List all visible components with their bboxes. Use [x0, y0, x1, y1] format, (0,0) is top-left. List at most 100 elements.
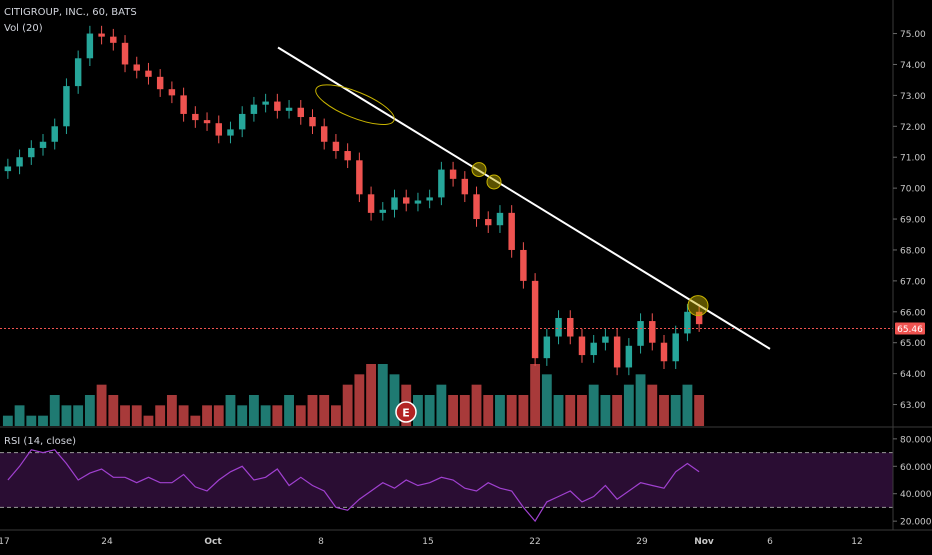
rsi-band: [0, 452, 893, 508]
highlight-circle[interactable]: [687, 295, 709, 317]
price-tick-label: 64.00: [900, 370, 926, 380]
candle-body: [695, 311, 703, 325]
price-tick-label: 69.00: [900, 216, 926, 226]
candle-body: [39, 141, 47, 148]
volume-bar: [38, 415, 48, 426]
volume-bar: [260, 405, 271, 426]
price-axis[interactable]: 75.00 74.00 73.00 72.00 71.00 70.00 69.00 68.00…: [892, 0, 932, 530]
volume-bar: [612, 395, 623, 426]
candle-body: [320, 126, 328, 142]
candle-body: [496, 212, 504, 226]
current-price-text: 65.46: [897, 325, 923, 335]
volume-bar: [483, 395, 494, 426]
time-axis-ticks: 17 24 Oct 8 15 22 29 Nov 6 12: [0, 537, 863, 547]
volume-bar: [530, 364, 541, 426]
highlight-circle[interactable]: [471, 162, 487, 178]
volume-bar: [202, 405, 212, 426]
volume-bar: [577, 395, 587, 426]
volume-bar: [143, 415, 154, 426]
candle-body: [625, 345, 633, 368]
volume-bar: [413, 395, 423, 426]
candle-body: [192, 113, 199, 121]
candle-body: [180, 95, 187, 114]
volume-bar: [248, 395, 259, 426]
volume-bar: [623, 384, 634, 426]
candle-body: [74, 58, 82, 87]
candle-body: [4, 166, 12, 172]
earnings-badge[interactable]: [395, 401, 417, 423]
candle-body: [16, 157, 23, 167]
candle-body: [590, 342, 597, 356]
volume-bar: [342, 384, 353, 426]
volume-bar: [73, 405, 84, 426]
trendline[interactable]: [277, 46, 771, 350]
candle-body: [250, 104, 258, 114]
volume-bar: [459, 395, 470, 426]
volume-bar: [272, 405, 283, 426]
volume-bar: [694, 395, 705, 426]
candle-body: [168, 89, 176, 96]
volume-bar: [49, 395, 60, 426]
price-tick-label: 66.00: [900, 308, 926, 318]
volume-bar: [284, 395, 294, 426]
earnings-letter: E: [402, 407, 410, 420]
time-tick-label: 12: [851, 537, 862, 547]
price-pane[interactable]: E CITIGROUP, INC., 60, BATS Vol (20): [0, 7, 893, 426]
highlight-ellipse[interactable]: [311, 77, 399, 133]
volume-bar: [436, 384, 447, 426]
rsi-pane[interactable]: RSI (14, close): [0, 436, 893, 523]
volume-bar: [541, 374, 552, 426]
candle-body: [215, 123, 222, 136]
volume-bar: [96, 384, 107, 426]
candle-body: [508, 212, 515, 250]
candle-body: [379, 209, 387, 213]
volume-bar: [295, 405, 306, 426]
volume-bar: [2, 415, 13, 426]
volume-bar: [635, 374, 646, 426]
time-tick-label: 6: [767, 537, 773, 547]
volume-bar: [389, 374, 400, 426]
candle-body: [297, 107, 304, 118]
price-tick-label: 75.00: [900, 30, 926, 40]
volume-bar: [670, 395, 681, 426]
highlight-circle[interactable]: [486, 174, 502, 190]
candle-body: [461, 178, 469, 195]
candle-body: [274, 101, 281, 111]
volume-bar: [354, 374, 365, 426]
candle-body: [227, 129, 234, 136]
candle-body: [238, 113, 246, 130]
volume-bar: [155, 405, 166, 426]
rsi-tick-label: 60.0000: [900, 463, 932, 473]
candle-body: [567, 317, 574, 337]
time-tick-label: Oct: [204, 537, 222, 547]
time-tick-label: 29: [636, 537, 648, 547]
candle-body: [613, 336, 621, 368]
price-axis-ticks: 75.00 74.00 73.00 72.00 71.00 70.00 69.00 68.00…: [893, 30, 926, 411]
volume-series: [2, 364, 705, 426]
price-tick-label: 70.00: [900, 185, 926, 195]
volume-bar: [225, 395, 236, 426]
candle-body: [520, 249, 527, 281]
time-tick-label: Nov: [694, 537, 714, 547]
volume-bar: [108, 395, 119, 426]
candle-body: [133, 64, 140, 71]
price-tick-label: 73.00: [900, 92, 926, 102]
time-tick-label: 22: [529, 537, 540, 547]
volume-bar: [131, 405, 142, 426]
candle-body: [473, 194, 480, 220]
price-tick-label: 65.00: [900, 339, 926, 349]
volume-bar: [307, 395, 318, 426]
candle-body: [637, 321, 644, 346]
candle-body: [367, 194, 375, 213]
highlight-markers: [311, 77, 709, 317]
volume-bar: [237, 405, 248, 426]
rsi-series: [7, 449, 700, 523]
candle-body: [51, 126, 58, 142]
volume-bar: [600, 395, 611, 426]
earnings-marker[interactable]: E: [395, 401, 417, 423]
volume-bar: [14, 405, 25, 426]
price-tick-label: 71.00: [900, 154, 926, 164]
time-axis[interactable]: 17 24 Oct 8 15 22 29 Nov 6 12: [0, 529, 932, 547]
candle-body: [414, 200, 422, 204]
